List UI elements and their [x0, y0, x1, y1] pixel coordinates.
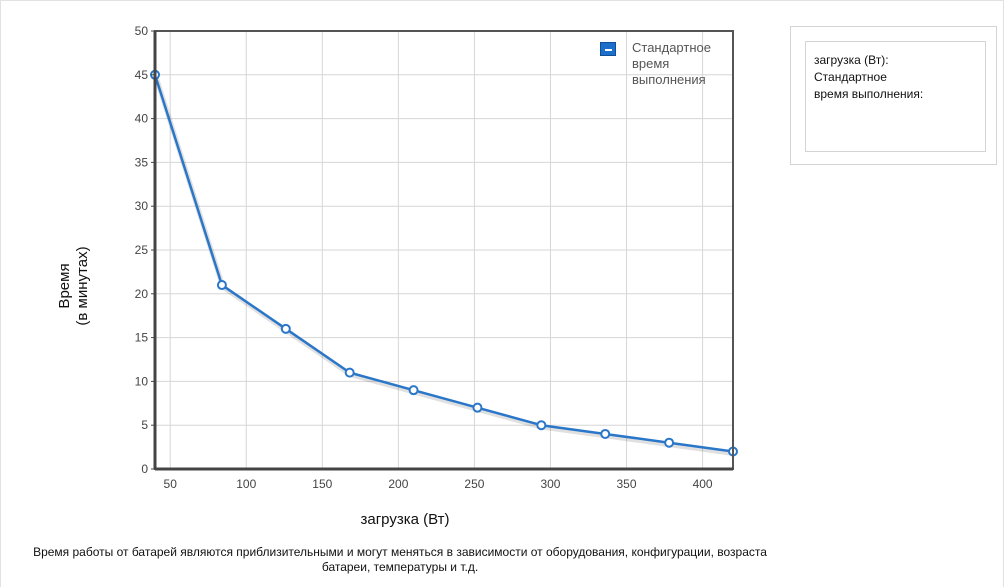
series-layer	[150, 69, 738, 457]
tooltip-content: загрузка (Вт): Стандартное время выполне…	[805, 41, 986, 152]
y-axis-label: Время (в минутах)	[56, 166, 92, 406]
data-point	[344, 367, 355, 378]
y-axis-label-line2: (в минутах)	[74, 246, 91, 326]
tooltip-x-label: загрузка (Вт):	[814, 53, 889, 67]
y-tick-label: 25	[135, 243, 149, 257]
x-tick-label: 100	[236, 477, 256, 491]
x-tick-label: 200	[388, 477, 408, 491]
series-line-shadow	[153, 76, 735, 456]
y-tick-label: 5	[141, 418, 148, 432]
x-tick-label: 150	[312, 477, 332, 491]
legend-label: Стандартное время выполнения	[632, 40, 711, 87]
y-tick-label: 10	[135, 374, 149, 388]
y-tick-label: 35	[135, 155, 149, 169]
tooltip-series-label: Стандартное время выполнения:	[814, 70, 924, 101]
data-point	[408, 385, 419, 396]
data-point	[536, 420, 547, 431]
disclaimer-note: Время работы от батарей являются приблиз…	[33, 545, 767, 574]
data-point	[664, 437, 675, 448]
axes: 0 5 10 15 20 25 30 35 40 45 50 50 100 150 200 250 300 350…	[135, 24, 734, 491]
x-tick-label: 350	[617, 477, 637, 491]
tooltip-panel: загрузка (Вт): Стандартное время выполне…	[790, 26, 997, 165]
y-tick-label: 15	[135, 331, 149, 345]
y-tick-label: 0	[141, 462, 148, 476]
y-axis-label-line1: Время	[56, 263, 73, 309]
series-line	[153, 74, 734, 453]
x-tick-label: 400	[693, 477, 713, 491]
grid	[155, 31, 733, 469]
y-tick-label: 30	[135, 199, 149, 213]
data-point	[600, 428, 611, 439]
data-point	[216, 280, 227, 291]
y-tick-label: 20	[135, 287, 149, 301]
x-axis-label: загрузка (Вт)	[360, 511, 450, 528]
x-tick-label: 300	[540, 477, 560, 491]
y-tick-label: 50	[135, 24, 149, 38]
data-point	[472, 402, 483, 413]
x-tick-label: 250	[464, 477, 484, 491]
x-tick-label: 50	[164, 477, 178, 491]
y-tick-label: 45	[135, 68, 149, 82]
legend-swatch[interactable]	[600, 42, 616, 56]
y-tick-label: 40	[135, 112, 149, 126]
data-point	[280, 323, 291, 334]
